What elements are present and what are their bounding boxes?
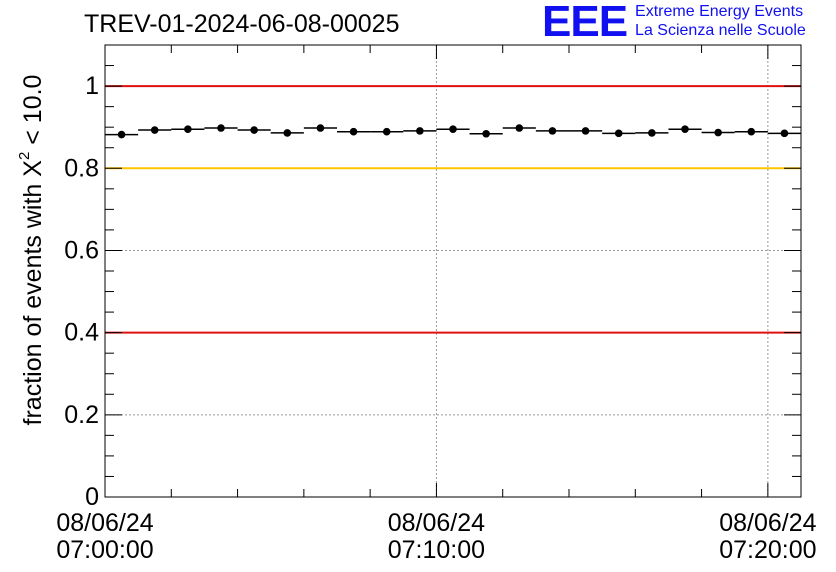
data-point-marker — [184, 125, 192, 134]
y-axis-label-symbol: X — [19, 160, 47, 177]
data-point — [535, 127, 569, 135]
logo-text: Extreme Energy Events La Scienza nelle S… — [635, 2, 806, 40]
y-axis-label-suffix: < 10.0 — [19, 74, 47, 152]
data-point-marker — [614, 129, 623, 138]
threshold-lines — [105, 85, 801, 334]
grid-lines — [105, 45, 801, 497]
data-point-marker — [217, 124, 225, 132]
data-point — [668, 125, 702, 134]
data-point — [171, 125, 205, 134]
data-point — [502, 124, 536, 132]
data-point-marker — [681, 125, 689, 134]
data-point — [270, 129, 304, 137]
plot-frame — [104, 44, 802, 498]
logo-line-2: La Scienza nelle Scuole — [635, 22, 806, 39]
data-point — [436, 125, 470, 134]
data-point-marker — [150, 126, 159, 134]
data-point-marker — [648, 129, 656, 137]
y-tick-label: 0.8 — [64, 154, 99, 182]
data-point-marker — [747, 127, 756, 136]
axes — [104, 44, 802, 498]
data-point-marker — [250, 126, 258, 134]
eee-logo: EEE Extreme Energy Events La Scienza nel… — [542, 0, 806, 44]
data-point — [767, 129, 801, 138]
data-point — [469, 129, 503, 138]
data-point-marker — [316, 124, 325, 132]
data-point — [569, 127, 603, 135]
x-tick-label-time: 07:20:00 — [719, 536, 816, 564]
y-tick-label: 1 — [85, 72, 99, 100]
y-axis-label-prefix: fraction of events with — [19, 176, 47, 426]
y-tick-label: 0 — [85, 483, 99, 511]
x-tick-label-date: 08/06/24 — [56, 509, 153, 537]
data-point-marker — [382, 127, 391, 136]
x-tick-label-time: 07:10:00 — [388, 536, 485, 564]
data-point — [337, 127, 371, 136]
logo-mark: EEE — [542, 0, 628, 46]
data-point-marker — [515, 124, 524, 132]
data-point-marker — [482, 129, 490, 138]
data-point-marker — [349, 127, 358, 136]
y-axis-label: fraction of events with X2 < 10.0 — [16, 75, 48, 426]
data-point-marker — [581, 127, 590, 135]
data-point — [204, 124, 238, 132]
x-tick-label-date: 08/06/24 — [719, 509, 816, 537]
data-point — [602, 129, 636, 138]
data-point-marker — [548, 127, 557, 135]
data-point-marker — [117, 130, 126, 139]
chart-title: TREV-01-2024-06-08-00025 — [84, 10, 400, 38]
data-point — [734, 127, 768, 136]
x-tick-label-date: 08/06/24 — [388, 509, 485, 537]
data-point-marker — [714, 128, 722, 137]
data-point — [403, 127, 437, 135]
data-point — [701, 128, 735, 137]
data-point-marker — [283, 129, 292, 137]
x-tick-label-time: 07:00:00 — [56, 536, 153, 564]
data-point-marker — [780, 129, 789, 138]
y-axis-label-superscript: 2 — [16, 151, 33, 161]
data-point-marker — [449, 125, 457, 134]
y-tick-label: 0.4 — [64, 319, 99, 347]
logo-line-1: Extreme Energy Events — [635, 3, 804, 20]
data-point-marker — [416, 127, 424, 135]
y-tick-label: 0.6 — [64, 236, 99, 264]
data-point — [635, 129, 669, 137]
data-points — [105, 124, 801, 139]
data-point — [303, 124, 337, 132]
y-tick-label: 0.2 — [64, 401, 99, 429]
data-point — [237, 126, 271, 134]
data-point — [105, 130, 139, 139]
data-point — [370, 127, 404, 136]
data-point — [138, 126, 172, 134]
tick-labels: 00.20.40.60.8108/06/2407:00:0008/06/2407… — [56, 72, 816, 564]
